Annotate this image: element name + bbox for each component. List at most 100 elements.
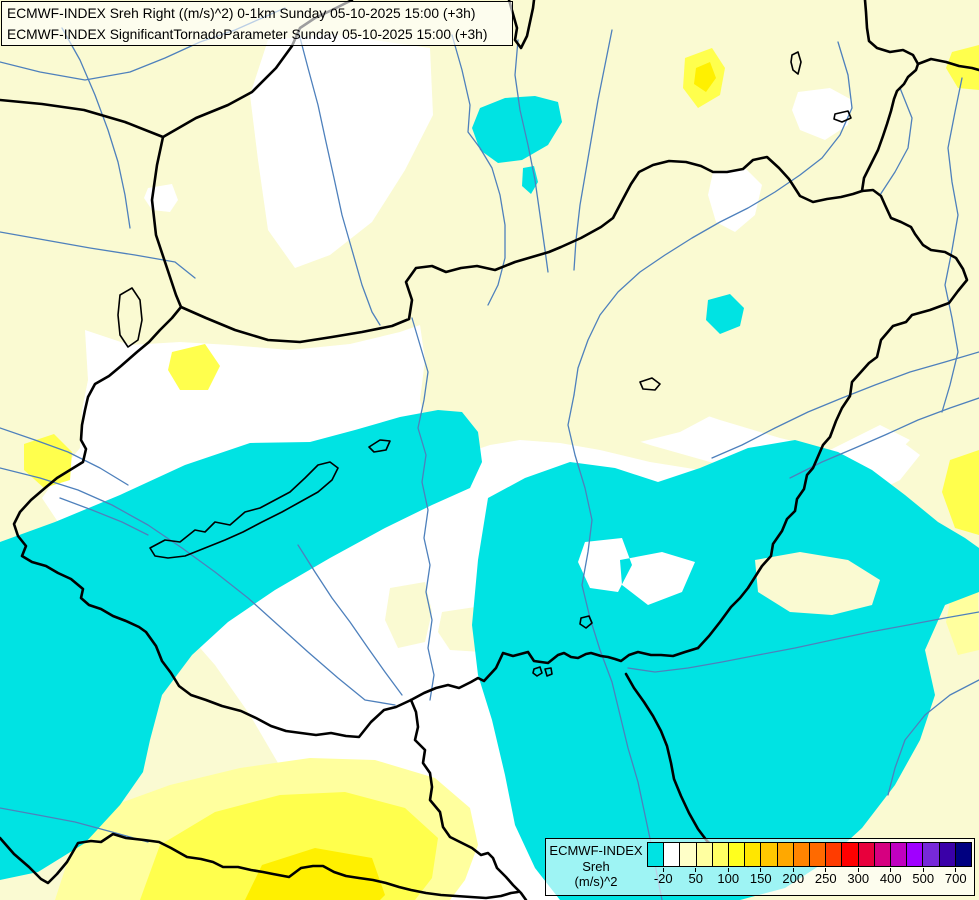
legend-tick-mark [727, 868, 729, 872]
country-borders-path [179, 155, 969, 650]
lakes [117, 51, 852, 677]
legend-colorbar-cell [810, 843, 827, 866]
rivers-path [297, 29, 381, 326]
contour-deep-yellow-path [245, 848, 385, 900]
contour-white-path [792, 88, 852, 140]
contour-deep-yellow-path [694, 62, 716, 92]
contour-white-path [708, 168, 762, 232]
rivers-path [573, 29, 613, 271]
legend-colorbar [647, 842, 972, 867]
contour-cyan-path [0, 410, 482, 880]
legend-colorbar-cell [923, 843, 940, 866]
legend-colorbar-cell [793, 843, 811, 866]
rivers-path [0, 467, 396, 706]
lakes-path [544, 667, 553, 677]
legend-tick-label: 500 [912, 871, 935, 886]
legend-tick-label: 400 [879, 871, 902, 886]
rivers [0, 7, 979, 900]
contour-bright-yellow-path [24, 434, 72, 488]
legend-colorbar-cell [874, 843, 892, 866]
contour-bright-yellow-path [942, 450, 979, 535]
contour-light-yellow-path [946, 585, 979, 655]
legend-colorbar-cell [664, 843, 681, 866]
legend-colorbar-cell [648, 843, 665, 866]
rivers-path [789, 397, 979, 479]
country-borders-path [409, 646, 700, 702]
legend-box: ECMWF-INDEX Sreh (m/s)^2 -20 50 100 150 200 2… [545, 838, 975, 896]
legend-colorbar-cell [955, 843, 972, 866]
rivers-path [627, 611, 979, 673]
map-title-box: ECMWF-INDEX Sreh Right ((m/s)^2) 0-1km S… [1, 1, 513, 46]
lakes-path [532, 666, 543, 677]
legend-colorbar-cell [745, 843, 762, 866]
map-title-line-1: ECMWF-INDEX Sreh Right ((m/s)^2) 0-1km S… [7, 6, 476, 21]
contour-pale-repaint-path [385, 582, 432, 648]
legend-tick-label: 250 [814, 871, 837, 886]
lakes-path [368, 439, 391, 453]
legend-colorbar-cell [777, 843, 794, 866]
legend-tick-mark [857, 868, 859, 872]
legend-colorbar-cell [680, 843, 697, 866]
rivers-path [0, 231, 196, 279]
contour-deep-yellow [245, 62, 716, 900]
legend-tick-mark [955, 868, 957, 872]
country-borders-path [507, 0, 536, 50]
rivers-path [711, 351, 979, 459]
legend-colorbar-cell [729, 843, 746, 866]
legend-colorbar-cell [858, 843, 875, 866]
map-title-line-2: ECMWF-INDEX SignificantTornadoParameter … [7, 26, 488, 42]
legend-tick-mark [922, 868, 924, 872]
country-borders-path [860, 0, 920, 193]
legend-tick-mark [695, 868, 697, 872]
rivers-path [59, 497, 149, 536]
legend-tick-mark [792, 868, 794, 872]
legend-tick-label: 50 [688, 871, 703, 886]
legend-tick-mark [825, 868, 827, 872]
country-borders-path [150, 135, 183, 309]
legend-tick-mark [662, 868, 664, 872]
rivers-path [941, 77, 963, 413]
legend-colorbar-cell [712, 843, 730, 866]
legend-colorbar-cell [842, 843, 859, 866]
contour-cyan [0, 96, 979, 900]
lakes-path [117, 287, 143, 348]
rivers-path [0, 427, 129, 486]
rivers-path [61, 27, 131, 229]
lakes-path [149, 461, 339, 559]
rivers-path [567, 394, 663, 900]
legend-tick-label: 200 [782, 871, 805, 886]
rivers-path [514, 39, 549, 273]
contour-cyan-path [472, 440, 979, 900]
lakes-path [579, 615, 593, 629]
legend-title: ECMWF-INDEX Sreh (m/s)^2 [546, 843, 646, 890]
rivers-path [879, 87, 913, 196]
country-borders-path [12, 305, 413, 739]
legend-tick-mark [760, 868, 762, 872]
legend-title-line-2: Sreh [582, 858, 610, 874]
legend-colorbar-cell [891, 843, 908, 866]
lakes-path [639, 377, 661, 391]
legend-colorbar-cell [907, 843, 924, 866]
rivers-path [887, 679, 979, 796]
rivers-path [411, 317, 435, 701]
country-borders-path [409, 698, 528, 900]
legend-tick-label: 700 [944, 871, 967, 886]
contour-white-path [250, 34, 433, 268]
country-borders-path [0, 832, 520, 900]
country-borders-path [0, 98, 165, 139]
legend-tick-label: 150 [749, 871, 772, 886]
contour-cyan-path [706, 294, 744, 334]
contour-cyan-path [472, 96, 562, 163]
legend-colorbar-cell [696, 843, 713, 866]
legend-colorbar-cell [939, 843, 956, 866]
legend-tick-mark [890, 868, 892, 872]
legend-title-line-3: (m/s)^2 [574, 874, 618, 889]
rivers-path [0, 807, 149, 843]
legend-tick-label: 300 [847, 871, 870, 886]
lakes-path [790, 51, 802, 75]
legend-tick-label: -20 [653, 871, 673, 886]
country-borders-path [916, 57, 979, 72]
